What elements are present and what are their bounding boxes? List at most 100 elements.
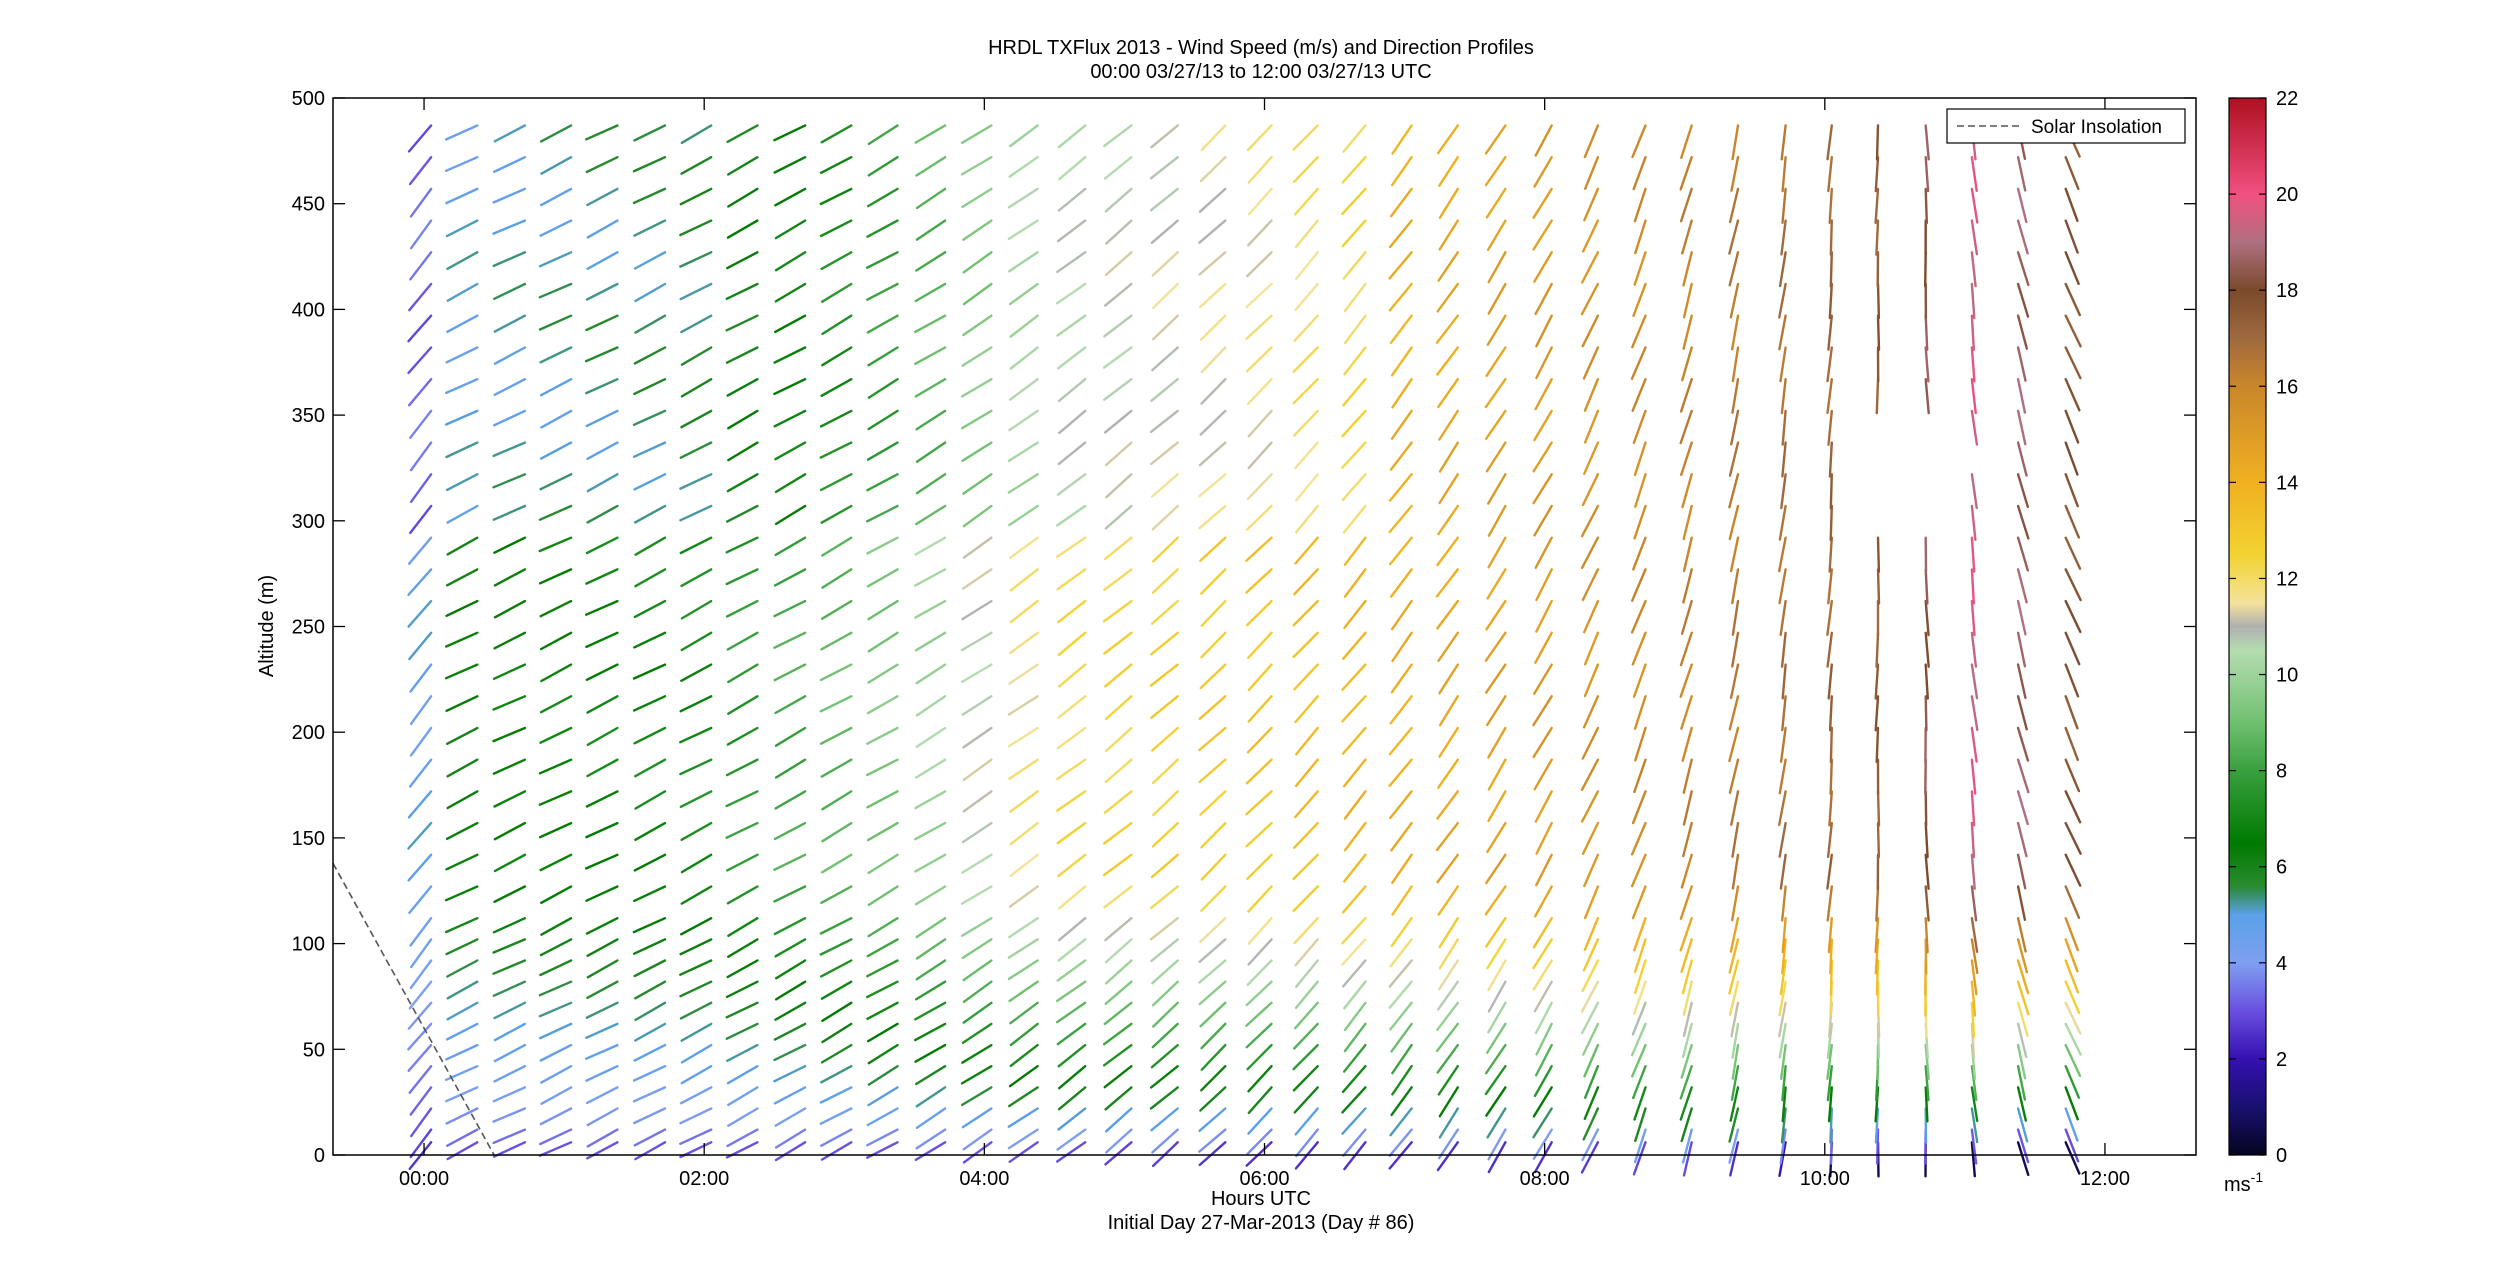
wind-barb — [1632, 409, 1647, 444]
wind-barb — [1827, 155, 1834, 193]
wind-barb — [1247, 441, 1273, 470]
wind-barb — [915, 155, 947, 177]
wind-barb — [493, 378, 527, 396]
wind-barb — [1634, 219, 1647, 255]
wind-barb — [1103, 885, 1133, 909]
wind-barb — [1731, 568, 1740, 605]
wind-barb — [1437, 1064, 1460, 1096]
wind-barb — [585, 409, 619, 428]
wind-barb — [1826, 885, 1834, 922]
wind-barb — [726, 473, 759, 493]
wind-barb — [679, 1086, 713, 1105]
wind-barb — [2016, 251, 2030, 286]
wind-barb — [1487, 726, 1507, 759]
wind-barb — [962, 758, 993, 781]
wind-barb — [1679, 885, 1693, 920]
wind-barb — [961, 938, 993, 960]
wind-barb — [539, 853, 573, 872]
wind-barb — [1436, 980, 1460, 1011]
wind-barb — [1292, 853, 1319, 880]
wind-barb — [1343, 346, 1367, 376]
wind-barb — [1532, 959, 1553, 991]
wind-barb — [1778, 568, 1787, 605]
wind-barb — [1875, 885, 1880, 922]
y-tick-label: 150 — [292, 828, 325, 850]
wind-barb — [2016, 599, 2027, 636]
wind-barb — [819, 409, 853, 428]
wind-barb — [1970, 1141, 1977, 1178]
wind-barb — [2064, 187, 2079, 223]
wind-barb — [1150, 938, 1179, 963]
wind-barb — [446, 1128, 479, 1147]
wind-barb — [915, 504, 947, 526]
wind-barb — [1152, 536, 1179, 563]
wind-barb — [1533, 155, 1553, 188]
wind-barb — [1924, 187, 1929, 225]
wind-barb — [1341, 663, 1367, 691]
wind-barb — [1103, 1064, 1133, 1089]
wind-barb — [1341, 155, 1367, 184]
wind-barb — [409, 219, 433, 250]
wind-barb — [1390, 599, 1413, 631]
wind-barb — [1294, 251, 1319, 280]
wind-barb — [1730, 314, 1740, 351]
wind-barb — [539, 441, 573, 460]
wind-barb — [1583, 663, 1600, 698]
wind-barb — [1777, 790, 1787, 826]
wind-barb — [538, 1141, 573, 1157]
wind-barb — [1057, 917, 1087, 942]
wind-barb — [1781, 695, 1787, 732]
wind-barb — [1827, 1086, 1834, 1123]
wind-barb — [1102, 346, 1133, 369]
wind-barb — [1247, 1064, 1273, 1093]
wind-barb — [1633, 251, 1647, 286]
wind-barb — [1198, 219, 1227, 244]
wind-barb — [1247, 1107, 1273, 1135]
wind-barb — [1389, 314, 1413, 344]
wind-barb — [1149, 441, 1179, 466]
wind-barb — [1008, 282, 1039, 306]
wind-barb — [1391, 1043, 1413, 1075]
wind-barb — [915, 219, 947, 241]
wind-barb — [1388, 959, 1413, 988]
x-axis-label: Hours UTC — [1211, 1188, 1311, 1210]
wind-barb — [1199, 663, 1227, 690]
wind-barb — [726, 504, 759, 523]
wind-barb — [1152, 790, 1179, 817]
wind-barb — [2016, 473, 2030, 509]
wind-barb — [1056, 1128, 1087, 1151]
wind-barb — [867, 124, 899, 146]
wind-barb — [679, 504, 713, 522]
wind-barb — [538, 758, 573, 775]
wind-barb — [1007, 695, 1039, 716]
wind-barb — [1341, 959, 1367, 988]
wind-barb — [679, 187, 713, 206]
wind-barb — [1681, 219, 1693, 255]
wind-barb — [962, 1001, 993, 1024]
wind-barb — [727, 155, 759, 176]
wind-barb — [1199, 536, 1227, 562]
wind-barb — [1009, 631, 1039, 655]
wind-barb — [1826, 631, 1834, 668]
wind-barb — [1682, 504, 1693, 541]
wind-barb — [679, 980, 713, 998]
wind-barb — [821, 1022, 853, 1044]
wind-barb — [1679, 187, 1693, 223]
wind-barb — [680, 378, 713, 398]
wind-barb — [1247, 409, 1273, 438]
wind-barb — [1341, 1086, 1367, 1114]
wind-barb — [446, 959, 479, 978]
wind-barb — [774, 314, 807, 334]
wind-barb — [1437, 504, 1460, 536]
wind-barb — [540, 1086, 573, 1106]
wind-barb — [408, 536, 433, 565]
wind-barb — [1779, 1043, 1787, 1081]
wind-barb — [774, 938, 807, 958]
wind-barb — [492, 1141, 527, 1158]
wind-barb — [2064, 821, 2082, 855]
wind-barb — [725, 758, 759, 777]
wind-barb — [445, 821, 479, 840]
wind-barb — [1198, 1141, 1227, 1167]
wind-barb — [1294, 504, 1319, 534]
wind-barb — [2064, 378, 2081, 412]
